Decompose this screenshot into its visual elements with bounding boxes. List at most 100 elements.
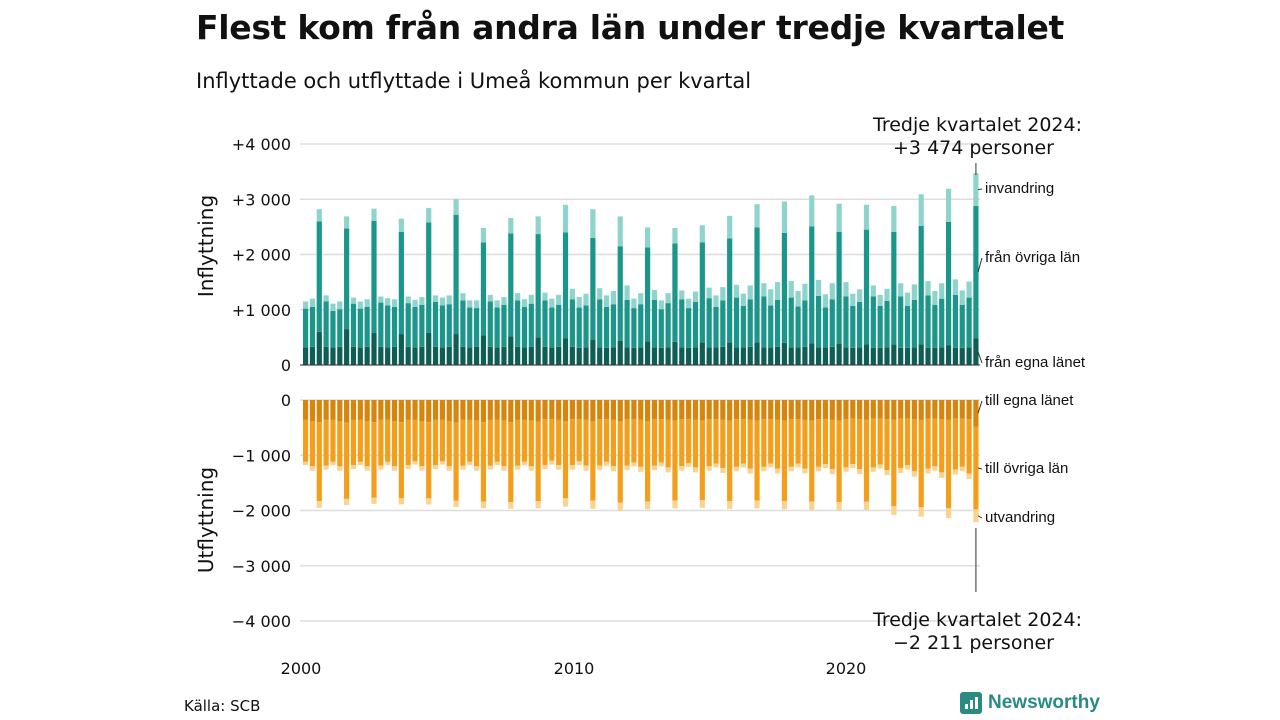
out-bar-0-33: [528, 400, 534, 421]
out-bar-0-29: [501, 400, 507, 421]
out-bar-0-49: [638, 400, 644, 420]
out-bar-0-18: [426, 400, 432, 423]
in-bar-2-96: [959, 290, 965, 305]
in-bar-0-52: [658, 347, 664, 365]
out-bar-0-2: [316, 400, 322, 423]
in-bar-0-98: [973, 338, 979, 365]
out-bar-2-59: [706, 466, 712, 471]
in-bar-0-42: [590, 339, 596, 365]
out-bar-1-26: [480, 422, 487, 502]
in-bar-1-3: [323, 301, 329, 347]
in-bar-1-28: [494, 307, 500, 348]
out-bar-0-63: [733, 400, 740, 420]
in-bar-0-54: [672, 341, 678, 365]
in-bar-1-61: [720, 300, 726, 347]
out-bar-1-0: [303, 419, 309, 462]
in-bar-1-93: [939, 298, 945, 348]
out-bar-0-64: [740, 400, 746, 420]
out-bar-2-36: [549, 460, 555, 465]
in-bar-1-26: [480, 242, 487, 336]
out-bar-0-89: [911, 400, 917, 420]
in-bar-2-83: [870, 285, 876, 297]
in-bar-2-19: [432, 295, 439, 303]
out-bar-2-55: [679, 466, 685, 471]
out-bar-2-24: [467, 461, 473, 466]
out-bar-0-30: [508, 400, 514, 423]
out-bar-2-95: [952, 469, 958, 475]
out-bar-0-19: [432, 400, 439, 420]
in-bar-2-63: [733, 284, 740, 298]
in-bar-0-50: [645, 341, 651, 365]
in-bar-2-56: [686, 298, 692, 309]
out-bar-0-56: [686, 400, 692, 420]
out-bar-0-25: [474, 400, 480, 421]
brand-logo[interactable]: Newsworthy: [960, 692, 1100, 714]
in-bar-1-71: [788, 297, 794, 348]
out-bar-0-97: [966, 400, 972, 420]
out-bar-0-67: [761, 400, 767, 420]
out-bar-0-7: [350, 400, 357, 420]
out-bar-2-25: [474, 466, 480, 471]
in-bar-2-80: [850, 293, 856, 306]
in-bar-0-77: [829, 346, 835, 365]
out-bar-0-61: [720, 400, 726, 420]
in-bar-2-89: [911, 284, 917, 300]
out-bar-0-91: [925, 400, 931, 419]
out-bar-1-87: [898, 418, 904, 468]
in-bar-0-86: [891, 344, 897, 365]
in-bar-2-92: [932, 290, 938, 305]
in-bar-0-45: [610, 347, 616, 365]
in-bar-0-48: [631, 347, 637, 365]
out-bar-0-11: [378, 400, 384, 420]
out-bar-1-97: [966, 419, 972, 474]
in-bar-2-41: [583, 293, 589, 306]
out-bar-0-13: [391, 400, 398, 421]
out-bar-1-55: [679, 419, 685, 467]
in-bar-0-97: [966, 347, 972, 365]
out-bar-1-38: [562, 420, 569, 499]
out-bar-0-10: [371, 400, 377, 423]
in-bar-1-58: [699, 242, 705, 343]
out-bar-0-93: [939, 400, 945, 420]
out-bar-0-84: [877, 400, 883, 419]
in-bar-1-69: [774, 299, 781, 347]
in-bar-2-59: [706, 287, 712, 299]
out-bar-2-79: [843, 467, 849, 472]
out-bar-1-48: [631, 419, 637, 463]
out-bar-2-2: [316, 501, 322, 508]
out-bar-2-18: [426, 498, 432, 505]
in-bar-0-66: [754, 342, 760, 365]
out-bar-1-44: [603, 419, 610, 462]
ytick-in-2: +2 000: [232, 246, 291, 265]
in-bar-0-0: [303, 347, 309, 365]
in-bar-0-68: [768, 347, 774, 365]
out-bar-0-21: [446, 400, 452, 421]
out-bar-2-9: [364, 466, 370, 471]
in-bar-0-13: [391, 346, 398, 365]
in-bar-1-52: [658, 309, 664, 348]
in-bar-0-79: [843, 347, 849, 365]
in-bar-1-55: [679, 299, 685, 348]
out-bar-0-81: [857, 400, 863, 420]
in-bar-2-32: [521, 299, 528, 307]
in-bar-1-95: [952, 294, 958, 348]
out-bar-1-18: [426, 422, 432, 499]
in-bar-0-46: [617, 340, 623, 365]
in-bar-0-28: [494, 347, 500, 365]
out-bar-2-81: [857, 469, 863, 475]
in-bar-0-38: [562, 338, 569, 365]
in-bar-2-73: [802, 283, 808, 301]
out-bar-1-11: [378, 419, 384, 466]
in-bar-2-27: [487, 294, 493, 302]
in-bar-0-43: [597, 347, 603, 365]
out-bar-2-61: [720, 467, 726, 473]
in-bar-2-43: [597, 288, 603, 300]
in-bar-2-7: [350, 297, 357, 304]
out-bar-1-57: [692, 419, 699, 468]
in-bar-0-63: [733, 347, 740, 365]
in-bar-2-84: [877, 294, 883, 306]
out-bar-1-83: [870, 418, 876, 468]
leader-in-0: [977, 351, 983, 364]
in-bar-0-24: [467, 347, 473, 365]
out-bar-2-30: [508, 502, 514, 509]
